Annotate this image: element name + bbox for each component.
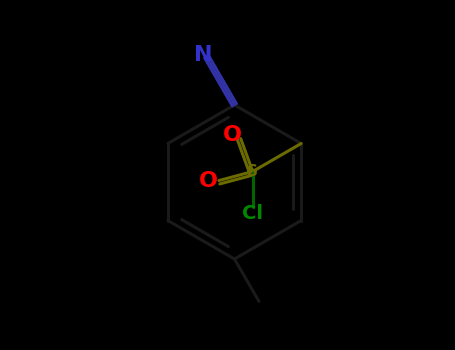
Text: Cl: Cl <box>242 204 263 223</box>
Text: S: S <box>247 164 258 179</box>
Text: N: N <box>194 45 212 65</box>
Text: O: O <box>199 170 218 190</box>
Text: O: O <box>222 125 242 145</box>
